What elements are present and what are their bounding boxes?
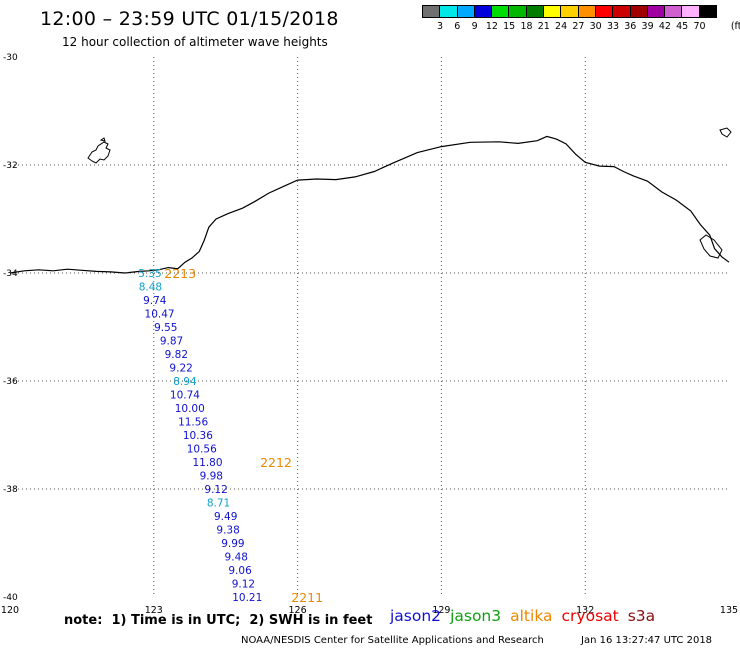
legend-label: 36	[624, 21, 637, 32]
y-tick-label: -32	[3, 161, 18, 171]
satellite-cryosat: cryosat	[561, 607, 619, 625]
wave-height-label: 11.56	[178, 417, 208, 429]
y-tick-label: -30	[3, 53, 18, 63]
legend-label: 45	[676, 21, 689, 32]
satellite-legend: jason2 jason3 altika cryosat s3a	[390, 607, 655, 625]
x-tick-label: 123	[145, 605, 163, 616]
wave-height-label: 9.38	[216, 525, 239, 537]
x-tick-label: 135	[720, 605, 738, 616]
wave-height-label: 10.36	[183, 430, 213, 442]
legend-label: 18	[520, 21, 533, 32]
wave-height-label: 9.48	[225, 552, 248, 564]
legend-label: 42	[658, 21, 671, 32]
wave-height-labels: 5.35 8.489.74 10.479.55 9.879.82 9.228.94 10.…	[138, 268, 262, 604]
wave-height-label: 10.21	[232, 592, 262, 604]
legend-swatch	[698, 5, 718, 18]
coastline	[9, 135, 730, 274]
legend-label: 33	[606, 21, 620, 32]
wave-height-label: 5.35	[138, 268, 161, 280]
x-tick-label: 132	[576, 605, 594, 616]
satellite-jason3: jason3	[450, 607, 502, 625]
generation-timestamp: Jan 16 13:27:47 UTC 2018	[581, 635, 713, 646]
legend-label: 6	[454, 21, 461, 32]
time-label: 2212	[260, 455, 292, 470]
wave-height-label: 8.94	[173, 376, 197, 388]
note-text: note: 1) Time is in UTC; 2) SWH is in fe…	[64, 613, 373, 628]
wave-height-label: 9.49	[214, 511, 237, 523]
legend-label: 27	[572, 21, 585, 32]
island-recherche	[87, 141, 111, 164]
wave-height-label: 10.00	[175, 403, 205, 415]
legend-label: (ft)	[730, 21, 740, 32]
legend-label: 30	[589, 21, 602, 32]
chart-title: 12:00 – 23:59 UTC 01/15/2018	[40, 8, 339, 30]
legend-label: 9	[471, 21, 478, 32]
chart-subtitle: 12 hour collection of altimeter wave hei…	[62, 35, 328, 49]
time-labels: 2213 2212 2211	[164, 266, 323, 605]
y-tick-label: -36	[3, 377, 18, 387]
grid-lines	[10, 57, 729, 597]
satellite-altika: altika	[510, 607, 553, 625]
x-tick-label: 126	[289, 605, 307, 616]
wave-height-label: 8.48	[139, 282, 162, 294]
wave-height-label: 9.22	[169, 363, 192, 375]
island-east	[719, 127, 732, 138]
wave-height-label: 9.99	[221, 538, 244, 550]
wave-height-label: 9.12	[232, 579, 255, 591]
legend-label: 15	[503, 21, 516, 32]
legend-label: 3	[436, 21, 444, 32]
time-label: 2213	[164, 266, 196, 281]
x-tick-label: 129	[432, 605, 450, 616]
y-tick-label: -38	[3, 485, 18, 495]
legend-label: 39	[641, 21, 654, 32]
wave-height-label: 9.82	[165, 349, 188, 361]
wave-height-label: 10.74	[170, 390, 200, 402]
wave-height-label: 9.87	[160, 336, 183, 348]
legend-label: 12	[485, 21, 498, 32]
credit-text: NOAA/NESDIS Center for Satellite Applica…	[241, 635, 544, 646]
legend-label: 21	[537, 21, 550, 32]
wave-height-label: 9.55	[154, 322, 177, 334]
wave-height-label: 9.98	[200, 471, 223, 483]
legend-label: 70	[693, 21, 706, 32]
wave-height-label: 10.56	[187, 444, 217, 456]
wave-height-label: 9.06	[228, 565, 252, 577]
island-cape	[699, 234, 723, 259]
satellite-s3a: s3a	[627, 607, 656, 625]
satellite-jason2: jason2	[390, 607, 442, 625]
y-tick-label: -34	[3, 269, 18, 279]
wave-height-label: 10.47	[145, 309, 175, 321]
color-legend	[422, 5, 718, 18]
legend-label: 24	[555, 21, 568, 32]
y-tick-label: -40	[3, 593, 18, 603]
wave-height-label: 8.71	[207, 498, 230, 510]
wave-height-label: 9.12	[204, 484, 227, 496]
island-small	[99, 137, 106, 142]
wave-height-label: 9.74	[143, 295, 167, 307]
axis-tick-labels: 120 123 126 129 132 135 -30 -32 -34 -36 -38 -40	[1, 53, 738, 616]
time-label: 2211	[291, 590, 323, 605]
islands	[87, 127, 732, 259]
wave-height-label: 11.80	[192, 457, 222, 469]
x-tick-label: 120	[1, 605, 19, 616]
